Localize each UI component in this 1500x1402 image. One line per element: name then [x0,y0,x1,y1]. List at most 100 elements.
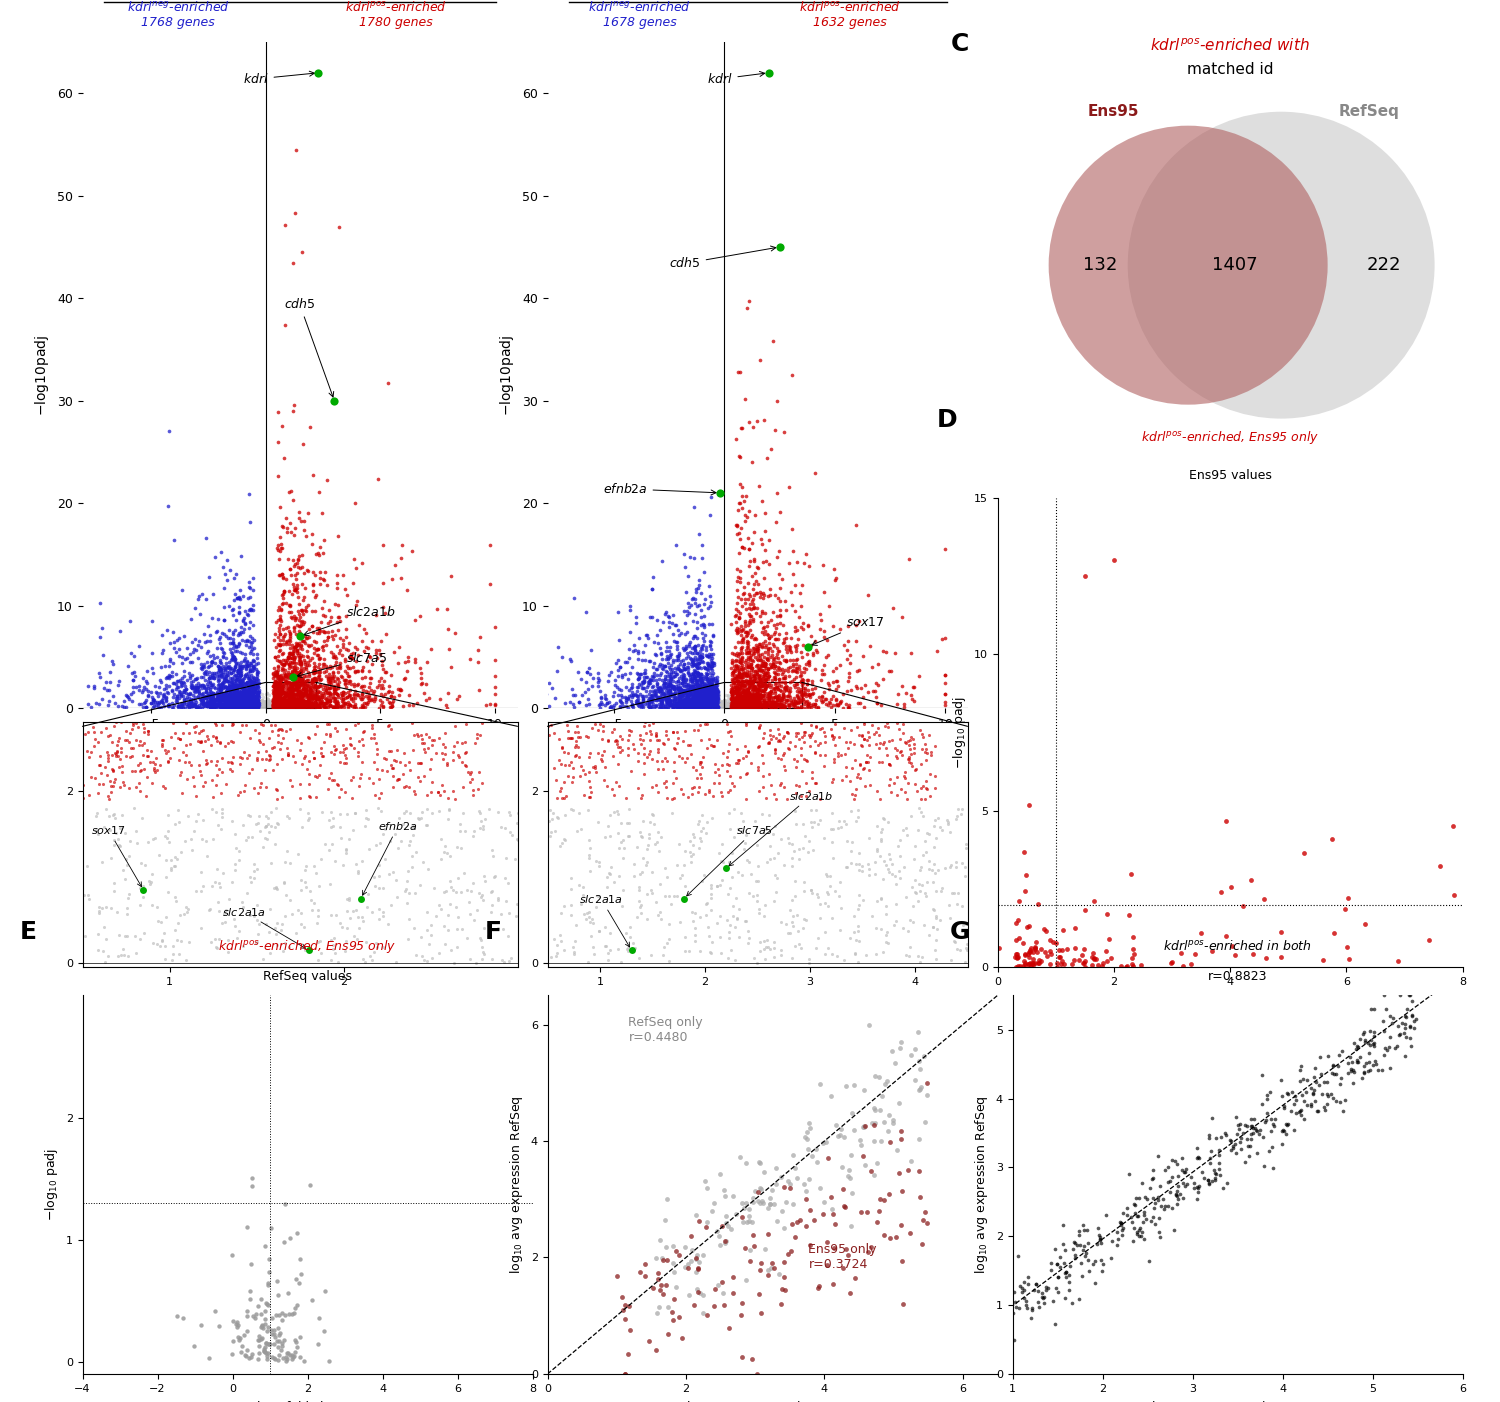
Point [393,651,417,673]
Point [1398,1015,1422,1037]
Point [262,1318,286,1340]
Point [217,618,242,641]
Point [726,688,750,711]
Point [234,688,258,711]
Point [141,829,165,851]
Point [690,646,714,669]
Point [579,925,603,948]
Point [231,1323,255,1346]
Point [741,670,765,693]
Point [579,742,603,764]
Point [240,680,264,702]
Point [624,613,648,635]
Point [222,656,246,679]
Point [272,566,296,589]
Point [686,695,709,718]
Point [681,690,705,712]
Point [717,913,741,935]
Point [1296,1070,1320,1092]
Point [1013,1270,1036,1293]
Point [675,684,699,707]
Point [285,614,309,637]
Point [266,688,290,711]
Point [654,1274,678,1297]
Point [322,665,346,687]
Point [288,688,312,711]
Point [702,694,726,716]
Point [232,680,256,702]
Point [94,928,118,951]
Point [815,693,839,715]
Point [780,911,804,934]
Point [1353,1029,1377,1052]
Point [821,831,844,854]
Point [1172,1161,1196,1183]
Point [717,780,741,802]
Point [693,694,717,716]
Point [246,695,270,718]
Point [230,693,254,715]
Point [656,687,680,709]
Point [304,687,328,709]
Point [72,924,96,946]
Point [590,693,613,715]
Point [688,694,712,716]
Point [704,681,728,704]
Point [278,646,302,669]
Point [748,684,772,707]
Point [106,744,130,767]
Point [771,756,795,778]
Point [471,941,495,963]
Point [230,676,254,698]
Point [850,645,874,667]
Point [70,774,94,796]
Point [322,645,346,667]
Point [790,669,814,691]
Point [720,688,744,711]
Point [460,826,484,848]
Point [122,645,146,667]
Point [702,695,726,718]
Point [676,683,700,705]
Point [174,679,198,701]
Point [393,667,417,690]
Point [705,679,729,701]
Point [1034,941,1058,963]
Point [34,765,58,788]
Point [201,663,225,686]
Point [656,1187,680,1210]
Point [656,648,680,670]
Point [630,847,654,869]
Point [222,684,246,707]
Point [262,684,286,707]
Point [363,784,387,806]
Point [318,666,342,688]
Point [674,684,698,707]
Point [681,663,705,686]
Point [736,695,760,718]
Point [686,694,709,716]
Point [688,750,712,773]
Point [432,733,456,756]
Point [226,587,251,610]
Point [885,747,909,770]
Point [764,621,788,644]
Point [933,672,957,694]
Point [432,722,456,744]
Point [220,631,245,653]
Point [300,646,324,669]
Point [206,687,230,709]
Point [256,694,280,716]
Point [258,695,282,718]
Point [2,788,26,810]
Point [772,688,796,711]
Point [513,788,537,810]
Point [270,564,294,586]
Point [154,681,178,704]
Point [465,899,489,921]
Point [702,690,726,712]
Point [717,687,741,709]
Point [692,665,715,687]
Point [244,690,268,712]
Point [777,1242,801,1265]
